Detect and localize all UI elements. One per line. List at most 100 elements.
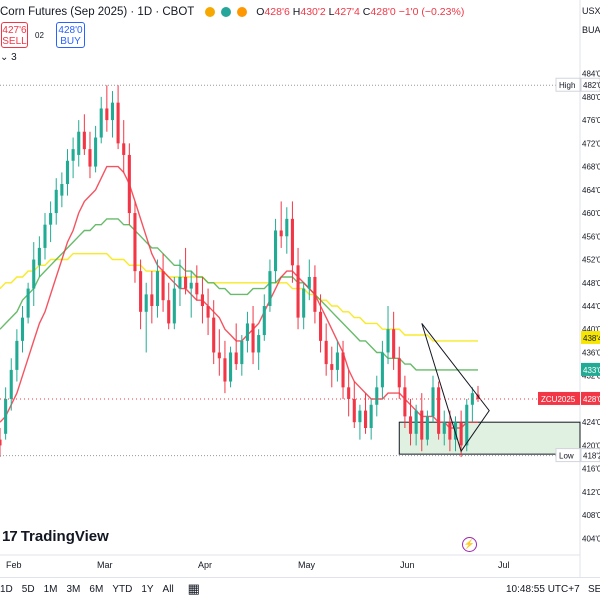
candle-body[interactable]	[268, 271, 272, 306]
candle-body[interactable]	[88, 149, 92, 167]
timeframe-6m[interactable]: 6M	[89, 583, 104, 595]
candle-body[interactable]	[172, 288, 176, 324]
timeframe-1y[interactable]: 1Y	[141, 583, 154, 595]
timeframe-1m[interactable]: 1M	[43, 583, 58, 595]
candle-body[interactable]	[386, 329, 390, 353]
candle-body[interactable]	[408, 416, 413, 434]
buy-button[interactable]: 428'0 BUY	[56, 22, 85, 48]
candle-body[interactable]	[352, 398, 356, 423]
candle-body[interactable]	[26, 288, 30, 318]
candle-body[interactable]	[15, 340, 19, 370]
candle-body[interactable]	[257, 335, 261, 353]
candle-body[interactable]	[290, 218, 294, 266]
candle-body[interactable]	[9, 369, 13, 399]
candle-body[interactable]	[262, 306, 266, 336]
candle-body[interactable]	[324, 340, 328, 365]
candle-body[interactable]	[453, 422, 458, 440]
timeframe-all[interactable]: All	[162, 583, 174, 595]
candle-body[interactable]	[448, 422, 452, 440]
candle-body[interactable]	[99, 108, 103, 138]
candle-body[interactable]	[397, 358, 401, 388]
candle-body[interactable]	[425, 416, 429, 440]
candle-body[interactable]	[240, 340, 244, 365]
candle-body[interactable]	[279, 230, 283, 237]
candle-body[interactable]	[110, 102, 115, 121]
timeframe-5d[interactable]: 5D	[21, 583, 35, 595]
clock-readout[interactable]: 10:48:55 UTC+7	[506, 584, 580, 595]
candle-body[interactable]	[0, 439, 2, 446]
candle-body[interactable]	[302, 288, 306, 318]
timeframe-1d[interactable]: 1D	[0, 583, 13, 595]
candle-body[interactable]	[49, 213, 53, 225]
candle-body[interactable]	[178, 276, 182, 289]
candle-body[interactable]	[369, 404, 373, 428]
candle-body[interactable]	[37, 247, 41, 266]
candle-body[interactable]	[184, 276, 188, 289]
candle-body[interactable]	[442, 422, 446, 434]
candle-body[interactable]	[94, 137, 98, 167]
candle-body[interactable]	[347, 387, 351, 399]
candle-body[interactable]	[341, 352, 345, 388]
candle-body[interactable]	[77, 131, 81, 155]
candle-body[interactable]	[65, 160, 70, 184]
candle-body[interactable]	[155, 271, 160, 306]
tradingview-logo[interactable]: 17 TradingView	[2, 528, 109, 545]
candle-body[interactable]	[127, 154, 131, 214]
candle-body[interactable]	[358, 410, 362, 423]
candle-body[interactable]	[420, 410, 424, 440]
candle-body[interactable]	[459, 422, 463, 446]
timeframe-3m[interactable]: 3M	[66, 583, 81, 595]
candle-body[interactable]	[234, 352, 238, 365]
candle-body[interactable]	[217, 352, 221, 359]
candle-body[interactable]	[296, 265, 300, 318]
symbol-title[interactable]: Corn Futures (Sep 2025) · 1D · CBOT	[0, 6, 195, 18]
candle-body[interactable]	[116, 102, 120, 144]
candle-body[interactable]	[437, 387, 441, 434]
symbol-tag[interactable]	[538, 391, 580, 405]
candle-body[interactable]	[43, 224, 47, 248]
price-mode-label[interactable]: BUA	[582, 25, 600, 35]
timeframe-ytd[interactable]: YTD	[112, 583, 133, 595]
currency-label[interactable]: USX	[582, 6, 600, 16]
candle-body[interactable]	[380, 352, 384, 388]
indicators-toggle[interactable]: ⌄ 3	[0, 52, 17, 63]
flash-icon[interactable]: ⚡	[462, 537, 477, 552]
candle-body[interactable]	[223, 358, 227, 382]
candle-body[interactable]	[4, 398, 8, 434]
candle-body[interactable]	[363, 410, 368, 428]
triangle-pattern[interactable]	[421, 323, 490, 453]
candle-body[interactable]	[60, 184, 64, 196]
candle-body[interactable]	[189, 282, 193, 289]
candle-body[interactable]	[431, 387, 435, 417]
candle-body[interactable]	[206, 306, 210, 318]
candle-body[interactable]	[307, 276, 311, 289]
candle-body[interactable]	[144, 294, 148, 312]
candle-body[interactable]	[122, 143, 126, 155]
session-label[interactable]: SE	[588, 584, 600, 595]
candle-body[interactable]	[414, 410, 418, 434]
candle-body[interactable]	[465, 404, 469, 446]
candle-body[interactable]	[161, 271, 165, 301]
support-zone[interactable]	[398, 421, 581, 455]
candle-body[interactable]	[403, 387, 407, 417]
candle-body[interactable]	[105, 108, 109, 121]
candle-body[interactable]	[82, 131, 86, 150]
candle-body[interactable]	[375, 387, 379, 405]
candle-body[interactable]	[285, 218, 289, 237]
candle-body[interactable]	[318, 311, 323, 341]
candle-body[interactable]	[335, 352, 339, 370]
candle-body[interactable]	[32, 259, 36, 289]
candle-body[interactable]	[71, 149, 75, 161]
candle-body[interactable]	[54, 189, 58, 214]
candle-body[interactable]	[392, 329, 396, 359]
candle-body[interactable]	[330, 364, 334, 370]
candle-body[interactable]	[20, 317, 25, 341]
candle-body[interactable]	[200, 294, 204, 306]
candle-body[interactable]	[229, 352, 233, 382]
candle-body[interactable]	[274, 230, 278, 272]
candle-body[interactable]	[195, 282, 199, 295]
candle-body[interactable]	[150, 294, 154, 306]
sell-button[interactable]: 427'6 SELL	[1, 22, 28, 48]
candle-body[interactable]	[251, 323, 255, 353]
